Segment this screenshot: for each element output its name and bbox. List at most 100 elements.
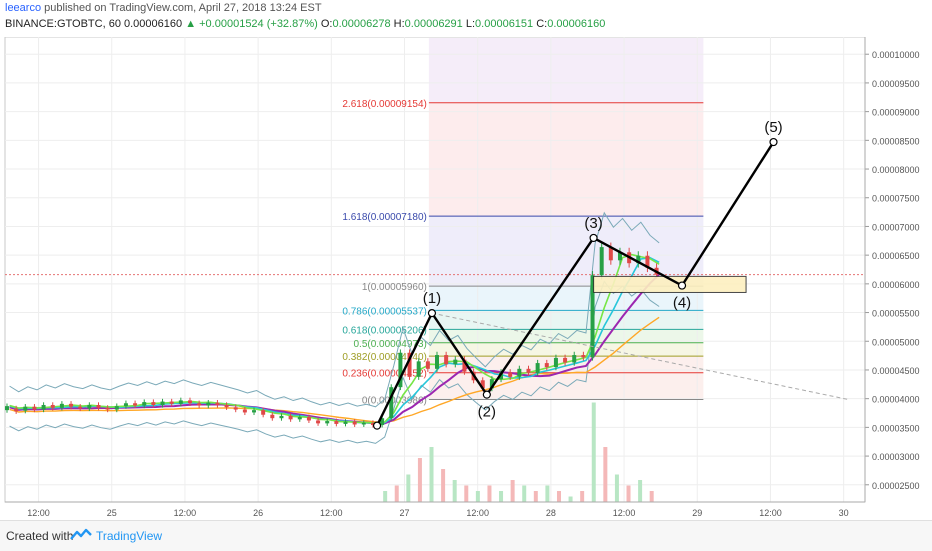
candle-body <box>306 417 311 421</box>
fib-label: 0.618(0.00005206) <box>342 325 427 336</box>
x-tick-label: 12:00 <box>759 508 782 518</box>
wave-point <box>372 421 382 430</box>
candle-body <box>398 352 403 388</box>
fib-zone-band <box>428 310 704 330</box>
open-value: 0.00006278 <box>332 18 391 30</box>
x-tick-label: 26 <box>253 508 263 518</box>
candle-body <box>69 403 74 407</box>
candle-body <box>197 403 202 406</box>
x-tick-label: 12:00 <box>174 508 197 518</box>
bollinger-lower <box>9 280 660 444</box>
fib-zone-band <box>428 329 704 343</box>
volume-bar <box>649 491 654 502</box>
volume-bar <box>603 447 608 502</box>
price-chart[interactable]: 0.00010000 0.00009500 0.00009000 0.00008500… <box>0 37 932 520</box>
volume-bar <box>429 447 434 502</box>
created-with-text: Created with <box>6 529 74 543</box>
footer-bar: Created with TradingView <box>0 520 932 551</box>
y-tick-label: 0.00009500 <box>872 79 920 89</box>
candle-body <box>334 421 339 424</box>
volume-bar <box>441 469 446 502</box>
volume-bar <box>580 491 585 502</box>
wave-point <box>677 281 687 290</box>
y-tick-label: 0.00004500 <box>872 366 920 376</box>
fib-label: 0.382(0.00004740) <box>342 352 427 363</box>
fib-label: 0.786(0.00005537) <box>342 306 427 317</box>
candle-body <box>617 252 622 261</box>
candle-body <box>224 404 229 408</box>
publish-info: leearco published on TradingView.com, Ap… <box>5 2 322 14</box>
fib-zone-top <box>428 38 704 104</box>
volume-bar <box>406 474 411 502</box>
candle-body <box>50 404 55 408</box>
candle-body <box>151 402 156 405</box>
candle-body <box>489 379 494 389</box>
last-price: 0.00006160 <box>124 18 183 30</box>
y-tick-label: 0.00008000 <box>872 165 920 175</box>
candle-body <box>297 417 302 420</box>
candle-body <box>435 355 439 369</box>
candle-body <box>123 403 128 407</box>
candle-body <box>233 407 238 410</box>
candle-body <box>462 359 467 372</box>
volume-bar <box>522 485 527 502</box>
volume-bar <box>638 480 643 502</box>
candle-body <box>5 406 9 411</box>
candle-body <box>32 406 37 410</box>
author-link[interactable]: leearco <box>5 2 42 14</box>
volume-bar <box>545 485 550 502</box>
wave-point <box>589 233 598 243</box>
candle-body <box>261 410 266 415</box>
wave-label: (3) <box>584 215 602 232</box>
candle-body <box>87 404 92 409</box>
y-tick-label: 0.00006500 <box>872 251 920 261</box>
wave-label: (1) <box>423 290 441 307</box>
x-tick-label: 28 <box>546 508 556 518</box>
y-tick-label: 0.00006000 <box>872 280 920 290</box>
candle-body <box>590 275 595 358</box>
volume-bar <box>394 485 399 502</box>
candle-body <box>553 357 558 368</box>
candle-body <box>517 368 522 377</box>
volume-bar <box>464 485 469 502</box>
candle-body <box>444 355 449 365</box>
candle-body <box>215 402 220 405</box>
candle-body <box>252 410 257 413</box>
candle-body <box>142 402 147 406</box>
volume-bar <box>533 491 538 502</box>
candle-body <box>178 400 183 404</box>
candle-body <box>544 363 549 368</box>
candle-body <box>599 247 604 276</box>
candle-body <box>279 415 284 419</box>
ohlc-legend: BINANCE:GTOBTC, 60 0.00006160 ▲ +0.00001… <box>5 18 605 30</box>
candle-body <box>645 255 650 268</box>
candle-body <box>526 368 531 373</box>
volume-bar <box>510 480 515 502</box>
candle-body <box>572 355 577 363</box>
published-text: published on TradingView.com, April 27, … <box>44 2 322 14</box>
candle-body <box>361 422 366 425</box>
open-label: O: <box>320 18 333 30</box>
y-tick-label: 0.00003500 <box>872 423 920 433</box>
candle-body <box>187 400 192 404</box>
chart-header: leearco published on TradingView.com, Ap… <box>0 0 932 36</box>
x-tick-label: 30 <box>839 508 849 518</box>
symbol-label[interactable]: BINANCE:GTOBTC, 60 <box>5 18 121 30</box>
candle-body <box>343 421 348 424</box>
candle-body <box>169 401 174 404</box>
fib-label: 1(0.00005960) <box>362 282 427 293</box>
fib-zone-band <box>428 102 704 217</box>
fib-label: 2.618(0.00009154) <box>342 99 427 110</box>
tradingview-logo-icon[interactable] <box>70 527 92 543</box>
candle-body <box>608 247 613 261</box>
candle-body <box>352 421 357 425</box>
x-tick-label: 27 <box>399 508 409 518</box>
candle-body <box>508 372 513 377</box>
candle-body <box>325 421 330 424</box>
candle-body <box>636 255 641 264</box>
tradingview-brand-link[interactable]: TradingView <box>96 529 163 543</box>
candle-body <box>416 361 421 377</box>
candle-body <box>59 403 64 408</box>
wave4-zone <box>593 275 747 293</box>
high-label: H: <box>393 18 405 30</box>
